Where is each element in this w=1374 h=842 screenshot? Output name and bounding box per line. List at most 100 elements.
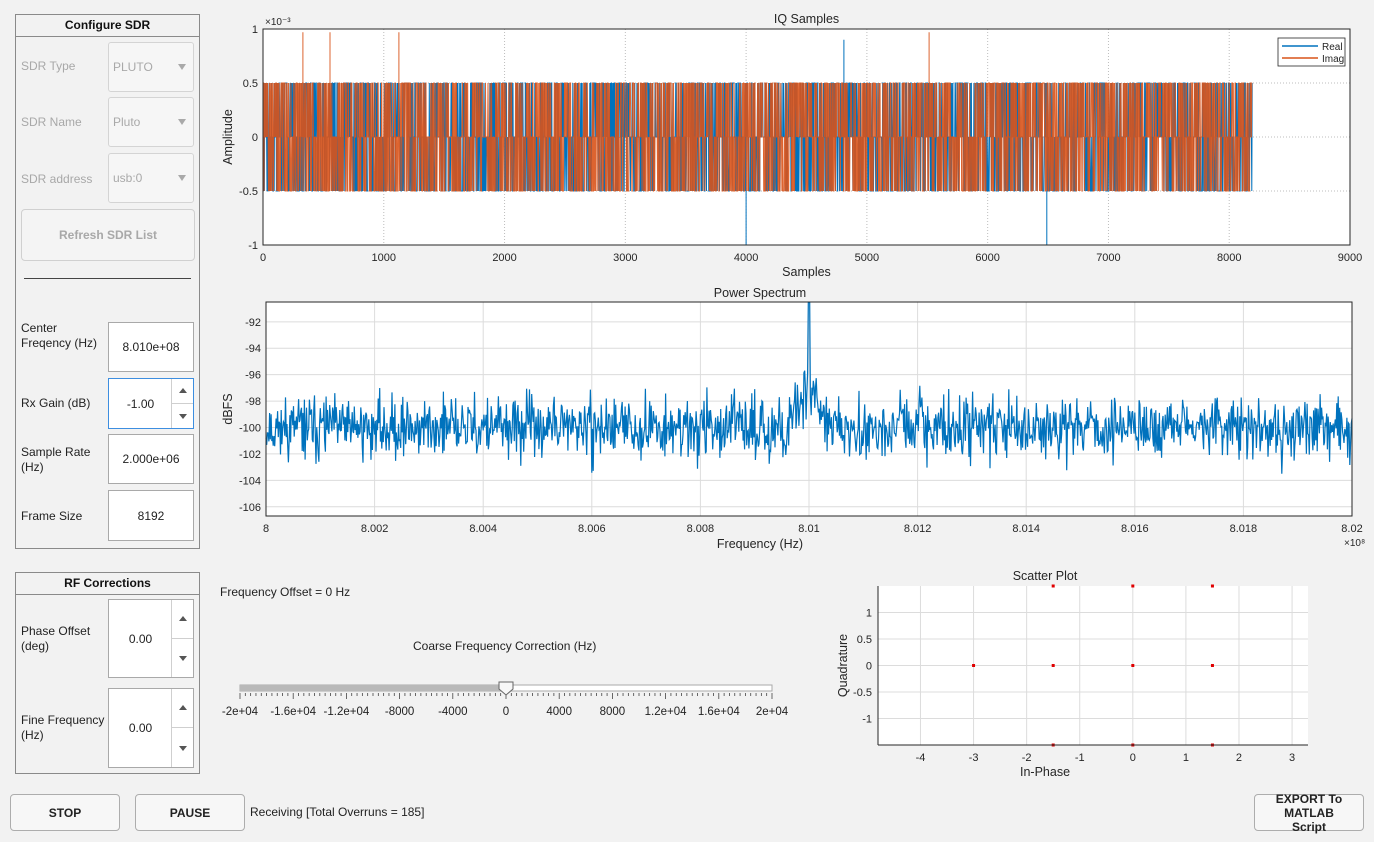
y-tick-label: -102 (239, 449, 261, 461)
x-tick-label: 7000 (1096, 252, 1120, 264)
spectrum-chart-title: Power Spectrum (714, 286, 806, 300)
x-tick-label: 8000 (1217, 252, 1241, 264)
sdr-type-value: PLUTO (113, 60, 153, 74)
phase-offset-label: Phase Offset (deg) (21, 624, 91, 653)
x-tick-label: 0 (1130, 752, 1136, 764)
spectrum-x-axis-label: Frequency (Hz) (717, 537, 803, 551)
status-text: Receiving [Total Overruns = 185] (250, 805, 425, 819)
frame-size-label: Frame Size (21, 509, 83, 523)
y-tick-label: -106 (239, 502, 261, 514)
phase-offset-field[interactable] (109, 600, 172, 677)
legend-label: Real (1322, 42, 1343, 53)
x-tick-label: -2 (1022, 752, 1032, 764)
slider-tick-label: -1.6e+04 (270, 706, 316, 718)
x-tick-label: 8.012 (904, 523, 932, 535)
x-tick-label: -1 (1075, 752, 1085, 764)
x-tick-label: 9000 (1338, 252, 1362, 264)
x-tick-label: 8.002 (361, 523, 389, 535)
increment-arrow-icon[interactable] (172, 600, 193, 639)
x-tick-label: -4 (916, 752, 926, 764)
rx-gain-spinner[interactable] (108, 378, 194, 429)
y-tick-label: -92 (245, 317, 261, 329)
rf-corrections-title: RF Corrections (16, 573, 199, 595)
x-tick-label: 8.018 (1230, 523, 1258, 535)
frequency-offset-text: Frequency Offset = 0 Hz (220, 585, 351, 599)
rx-gain-spin-buttons (171, 379, 193, 428)
scatter-point (1131, 664, 1135, 667)
power-spectrum-chart[interactable]: 8 8.002 8.004 8.006 8.008 8.01 8.012 8.014 8.016… (215, 283, 1365, 553)
y-tick-label: 0 (252, 132, 258, 144)
coarse-frequency-title: Coarse Frequency Correction (Hz) (413, 639, 597, 653)
y-tick-label: -0.5 (239, 186, 258, 198)
scatter-chart-title: Scatter Plot (1013, 569, 1078, 583)
y-tick-label: -1 (862, 714, 872, 726)
coarse-frequency-slider[interactable]: -2e+04 -1.6e+04 -1.2e+04 -8000 -4000 0 4000 800… (215, 675, 790, 725)
x-tick-label: 0 (260, 252, 266, 264)
decrement-arrow-icon[interactable] (172, 404, 193, 429)
x-tick-label: 4000 (734, 252, 758, 264)
y-tick-label: -0.5 (853, 687, 872, 699)
x-tick-label: 8.02 (1341, 523, 1362, 535)
slider-tick-label: 0 (503, 706, 509, 718)
fine-frequency-label: Fine Frequency (Hz) (21, 713, 105, 742)
y-tick-label: 0 (866, 661, 872, 673)
scatter-point (1051, 584, 1055, 588)
slider-tick-label: -4000 (438, 706, 467, 718)
decrement-arrow-icon[interactable] (172, 728, 193, 767)
slider-thumb-icon[interactable] (498, 681, 514, 696)
frame-size-field[interactable] (108, 490, 194, 541)
fine-frequency-spinner[interactable] (108, 688, 194, 768)
chevron-down-icon (178, 175, 186, 181)
x-tick-label: 3000 (613, 252, 637, 264)
fine-frequency-spin-buttons (171, 689, 193, 767)
iq-chart-title: IQ Samples (774, 12, 839, 26)
increment-arrow-icon[interactable] (172, 379, 193, 404)
rf-corrections-panel: RF Corrections Phase Offset (deg) Fine F… (15, 572, 200, 774)
x-tick-label: 8.006 (578, 523, 606, 535)
sdr-type-dropdown[interactable]: PLUTO (108, 42, 194, 92)
x-tick-label: 1 (1183, 752, 1189, 764)
x-tick-label: 8.004 (469, 523, 497, 535)
iq-y-axis-label: Amplitude (221, 109, 235, 165)
x-tick-label: 5000 (855, 252, 879, 264)
iq-x-axis-label: Samples (782, 265, 831, 279)
increment-arrow-icon[interactable] (172, 689, 193, 728)
x-tick-label: 2000 (492, 252, 516, 264)
iq-samples-chart[interactable]: 0 1000 2000 3000 4000 5000 6000 7000 8000 9000 -1 -… (215, 8, 1365, 283)
x-tick-label: 2 (1236, 752, 1242, 764)
sdr-name-dropdown[interactable]: Pluto (108, 97, 194, 147)
spectrum-plot-border (265, 301, 1353, 517)
refresh-sdr-list-button[interactable]: Refresh SDR List (21, 209, 195, 261)
scatter-x-axis-label: In-Phase (1020, 765, 1070, 779)
center-frequency-field[interactable] (108, 322, 194, 372)
sdr-address-dropdown[interactable]: usb:0 (108, 153, 194, 203)
pause-button[interactable]: PAUSE (135, 794, 245, 831)
rx-gain-field[interactable] (109, 379, 172, 428)
x-tick-label: 6000 (975, 252, 999, 264)
rx-gain-label: Rx Gain (dB) (21, 396, 91, 410)
configure-sdr-panel: Configure SDR SDR Type PLUTO SDR Name Pl… (15, 14, 200, 549)
y-tick-label: -1 (248, 240, 258, 252)
y-tick-label: -104 (239, 475, 261, 487)
x-tick-label: 3 (1289, 752, 1295, 764)
x-tick-label: 8.01 (798, 523, 819, 535)
x-tick-label: 1000 (372, 252, 396, 264)
fine-frequency-field[interactable] (109, 689, 172, 767)
phase-offset-spinner[interactable] (108, 599, 194, 678)
scatter-point (1051, 664, 1055, 667)
y-tick-label: -98 (245, 396, 261, 408)
slider-tick-label: -1.2e+04 (324, 706, 370, 718)
decrement-arrow-icon[interactable] (172, 639, 193, 678)
stop-button[interactable]: STOP (10, 794, 120, 831)
y-tick-label: -94 (245, 343, 261, 355)
slider-tick-label: 2e+04 (756, 706, 789, 718)
sample-rate-field[interactable] (108, 434, 194, 484)
sdr-name-label: SDR Name (21, 115, 82, 129)
slider-tick-label: 1.6e+04 (698, 706, 740, 718)
configure-sdr-title: Configure SDR (16, 15, 199, 37)
slider-tick-label: 8000 (600, 706, 626, 718)
scatter-plot-chart[interactable]: -4 -3 -2 -1 0 1 2 3 -1 -0.5 0 0.5 1 Scatter Plot In-Ph… (830, 565, 1320, 785)
export-matlab-button[interactable]: EXPORT To MATLAB Script (1254, 792, 1364, 834)
x-tick-label: 8.014 (1012, 523, 1040, 535)
spectrum-y-axis-label: dBFS (221, 393, 235, 424)
